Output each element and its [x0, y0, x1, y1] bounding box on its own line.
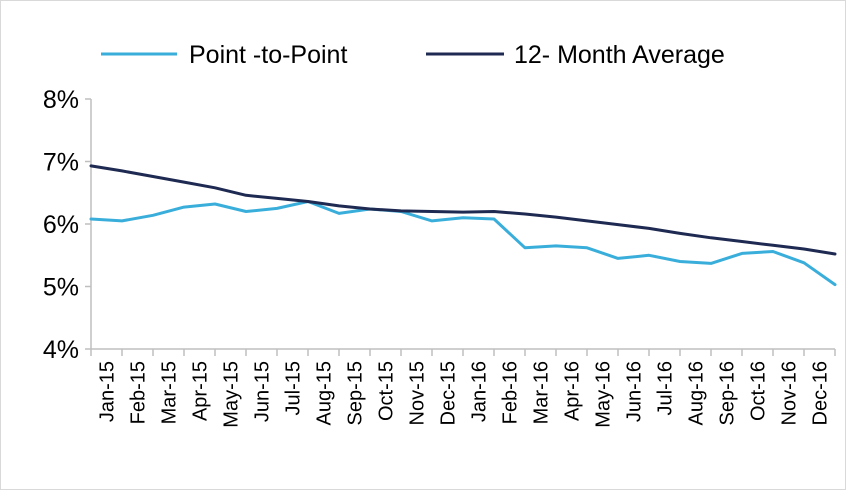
- y-tick-label: 7%: [43, 149, 79, 177]
- x-tick-label: Mar-16: [531, 361, 553, 424]
- x-tick-label: Mar-15: [159, 361, 181, 424]
- x-tick-label: Jan-16: [469, 361, 491, 422]
- x-tick-label: Jan-15: [97, 361, 119, 422]
- x-tick-label: Jul-16: [655, 361, 677, 415]
- axes: 4% 5% 6% 7% 8%: [43, 86, 835, 364]
- x-tick-label: Feb-15: [128, 361, 150, 424]
- y-tick-label: 6%: [43, 211, 79, 239]
- x-tick-label: Sep-15: [345, 361, 367, 426]
- x-tick-label: May-16: [593, 361, 615, 428]
- x-tick-label: Nov-16: [779, 361, 801, 425]
- x-tick-label: Jun-16: [624, 361, 646, 422]
- x-tick-label: Dec-15: [438, 361, 460, 425]
- x-tick-labels: Jan-15 Feb-15 Mar-15 Apr-15 May-15 Jun-15 Jul-…: [97, 361, 832, 428]
- x-tick-label: Jun-15: [252, 361, 274, 422]
- x-tick-label: Apr-16: [562, 361, 584, 421]
- series-line-0: [91, 202, 835, 285]
- y-tick-label: 5%: [43, 274, 79, 302]
- x-tick-label: Dec-16: [810, 361, 832, 425]
- y-tick-label: 4%: [43, 336, 79, 364]
- x-tick-label: Aug-15: [314, 361, 336, 426]
- x-tick-label: Oct-16: [748, 361, 770, 421]
- x-tick-label: Nov-15: [407, 361, 429, 425]
- legend: Point -to-Point 12- Month Average: [101, 41, 725, 69]
- x-tick-label: Jul-15: [283, 361, 305, 415]
- series-line-1: [91, 166, 835, 254]
- series-lines: [91, 166, 835, 285]
- x-tick-label: Feb-16: [500, 361, 522, 424]
- x-tick-label: Apr-15: [190, 361, 212, 421]
- x-tick-label: May-15: [221, 361, 243, 428]
- y-tick-label: 8%: [43, 86, 79, 114]
- x-tick-label: Oct-15: [376, 361, 398, 421]
- legend-label: 12- Month Average: [514, 41, 725, 69]
- x-tick-label: Aug-16: [686, 361, 708, 426]
- x-tick-label: Sep-16: [717, 361, 739, 426]
- legend-label: Point -to-Point: [189, 41, 347, 69]
